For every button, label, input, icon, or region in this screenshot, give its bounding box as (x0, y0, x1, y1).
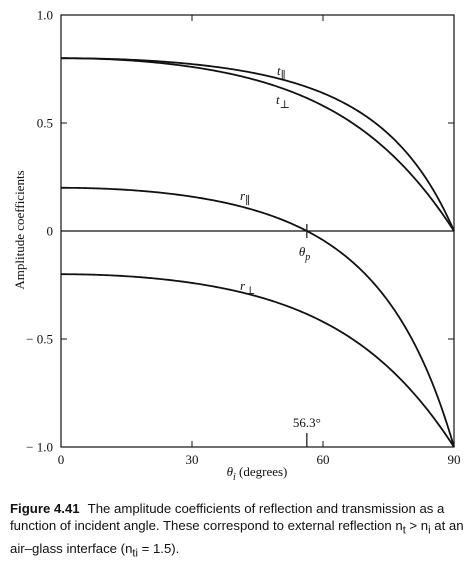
figure-number: Figure 4.41 (10, 501, 80, 516)
y-tick-label: 0.5 (37, 116, 53, 131)
x-tick-label: 60 (317, 452, 330, 467)
y-axis-label: Amplitude coefficients (12, 170, 27, 289)
x-axis-label: θi (degrees) (227, 464, 288, 483)
amplitude-coefficients-chart: 0 30 60 90 1.0 0.5 0 − 0.5 − 1.0 t∥ t⊥ r∥ r⊥ θp 56.3… (12, 8, 461, 484)
caption-sub-ti: ti (132, 547, 138, 560)
caption-gt: > n (405, 518, 429, 533)
caption-end: = 1.5). (137, 540, 180, 556)
caption-text: The amplitude coefficients of reflection… (10, 501, 445, 533)
x-tick-label: 30 (186, 452, 199, 467)
series-t-parallel-line (61, 57, 455, 232)
angle-marker-label: 56.3° (293, 415, 321, 430)
y-tick-label: 0 (47, 224, 54, 239)
x-tick-label: 90 (448, 452, 461, 467)
y-tick-label: 1.0 (37, 8, 53, 23)
x-tick-label: 0 (58, 452, 65, 467)
series-r-perp-line (61, 273, 455, 448)
caption-sub-t: t (402, 524, 406, 537)
caption-tail: at an air–glass interface (n (10, 518, 464, 556)
series-r-parallel-line (61, 186, 455, 448)
series-label: r∥ (240, 188, 250, 207)
y-tick-label: − 1.0 (26, 440, 53, 455)
brewster-angle-label: θp (299, 244, 310, 263)
y-tick-label: − 0.5 (26, 332, 53, 347)
series-label: t∥ (277, 63, 286, 82)
series-t-perp-line (61, 57, 455, 232)
caption-sub-i: i (428, 524, 431, 537)
series-label: r⊥ (240, 278, 255, 297)
figure-caption: Figure 4.41 The amplitude coefficients of… (10, 500, 470, 562)
series-label: t⊥ (276, 92, 290, 111)
